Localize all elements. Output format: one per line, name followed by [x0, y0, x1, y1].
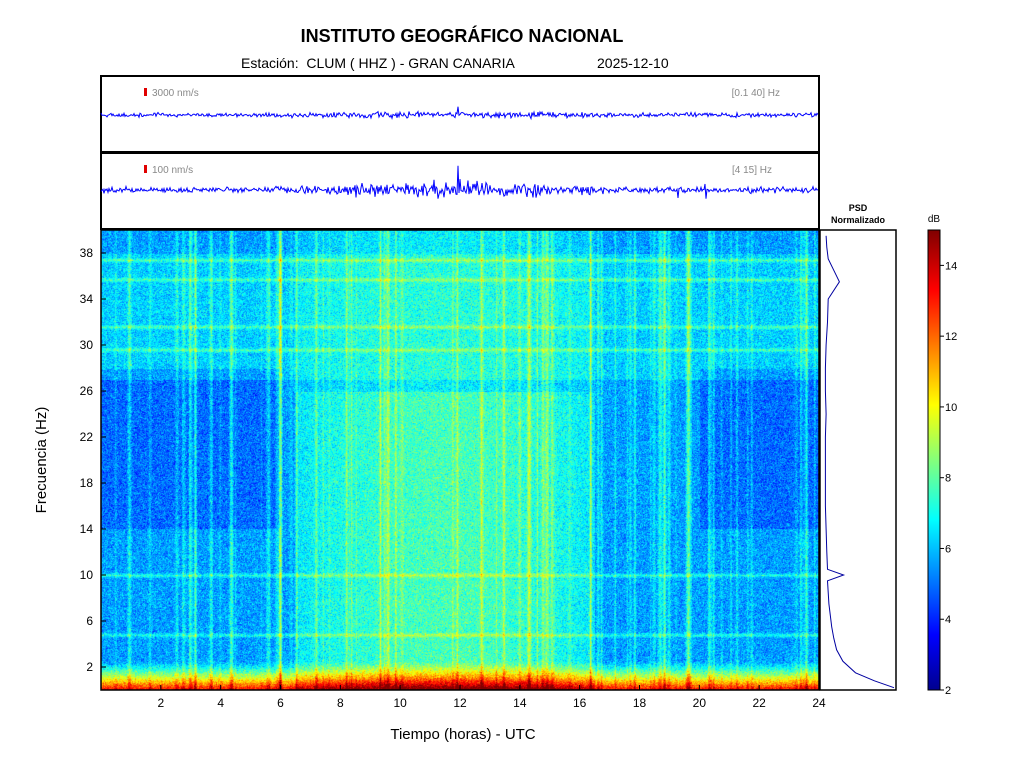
y-tick-label: 30 — [80, 338, 94, 352]
y-tick-label: 10 — [80, 568, 94, 582]
y-tick-label: 34 — [80, 292, 94, 306]
page-title: INSTITUTO GEOGRÁFICO NACIONAL — [300, 26, 624, 46]
x-tick-label: 12 — [453, 696, 467, 710]
date-label: 2025-12-10 — [597, 55, 669, 71]
colorbar-tick-label: 8 — [945, 473, 951, 485]
trace-waveform-1 — [100, 106, 819, 121]
trace-scale-label-2: 100 nm/s — [152, 165, 193, 176]
colorbar-tick-label: 2 — [945, 685, 951, 697]
psd-frame — [819, 229, 897, 691]
psd-title-line-1: PSD — [849, 203, 868, 213]
x-tick-label: 16 — [573, 696, 587, 710]
spectrogram: 2 4 6 8 10 12 14 16 18 20 22 24 261014182226303438 … — [33, 229, 826, 743]
scale-bar-2 — [144, 165, 147, 173]
x-tick-label: 8 — [337, 696, 344, 710]
x-tick-label: 14 — [513, 696, 527, 710]
x-tick-label: 24 — [812, 696, 826, 710]
psd-title-line-2: Normalizado — [831, 215, 886, 225]
x-tick-label: 10 — [393, 696, 407, 710]
trace-band-label-1: [0.1 40] Hz — [732, 88, 780, 99]
psd-curve — [824, 235, 895, 689]
y-tick-label: 26 — [80, 384, 94, 398]
x-tick-label: 4 — [217, 696, 224, 710]
colorbar-tick-label: 12 — [945, 331, 957, 343]
trace-panel-broadband: 3000 nm/s [0.1 40] Hz — [100, 75, 820, 153]
y-tick-label: 14 — [80, 522, 94, 536]
trace-waveform-2 — [100, 165, 819, 199]
y-tick-label: 2 — [86, 660, 93, 674]
colorbar-tick-label: 4 — [945, 614, 951, 626]
y-axis-label: Frecuencia (Hz) — [33, 407, 50, 514]
colorbar-tick-label: 14 — [945, 260, 957, 272]
trace-scale-label-1: 3000 nm/s — [152, 88, 199, 99]
y-tick-label: 18 — [80, 476, 94, 490]
colorbar-ticks: 2 4 6 8 10 12 14 — [940, 260, 957, 697]
colorbar-label: dB — [928, 214, 941, 225]
colorbar-tick-label: 6 — [945, 543, 951, 555]
x-tick-label: 6 — [277, 696, 284, 710]
y-tick-label: 6 — [86, 614, 93, 628]
x-tick-label: 20 — [693, 696, 707, 710]
spectrogram-image — [101, 230, 819, 690]
y-tick-label: 22 — [80, 430, 94, 444]
x-axis-ticks: 2 4 6 8 10 12 14 16 18 20 22 24 — [157, 685, 826, 710]
station-label: Estación: CLUM ( HHZ ) - GRAN CANARIA — [241, 55, 515, 71]
psd-panel: PSD Normalizado — [819, 203, 897, 691]
colorbar: dB 2 4 6 8 10 12 14 — [927, 214, 957, 697]
trace-band-label-2: [4 15] Hz — [732, 165, 772, 176]
trace-panel-filtered: 100 nm/s [4 15] Hz — [100, 152, 820, 230]
x-tick-label: 2 — [157, 696, 164, 710]
colorbar-tick-label: 10 — [945, 402, 957, 414]
x-axis-label: Tiempo (horas) - UTC — [390, 726, 535, 743]
scale-bar-1 — [144, 88, 147, 96]
x-tick-label: 22 — [752, 696, 766, 710]
colorbar-gradient — [927, 229, 941, 691]
y-tick-label: 38 — [80, 246, 94, 260]
x-tick-label: 18 — [633, 696, 647, 710]
